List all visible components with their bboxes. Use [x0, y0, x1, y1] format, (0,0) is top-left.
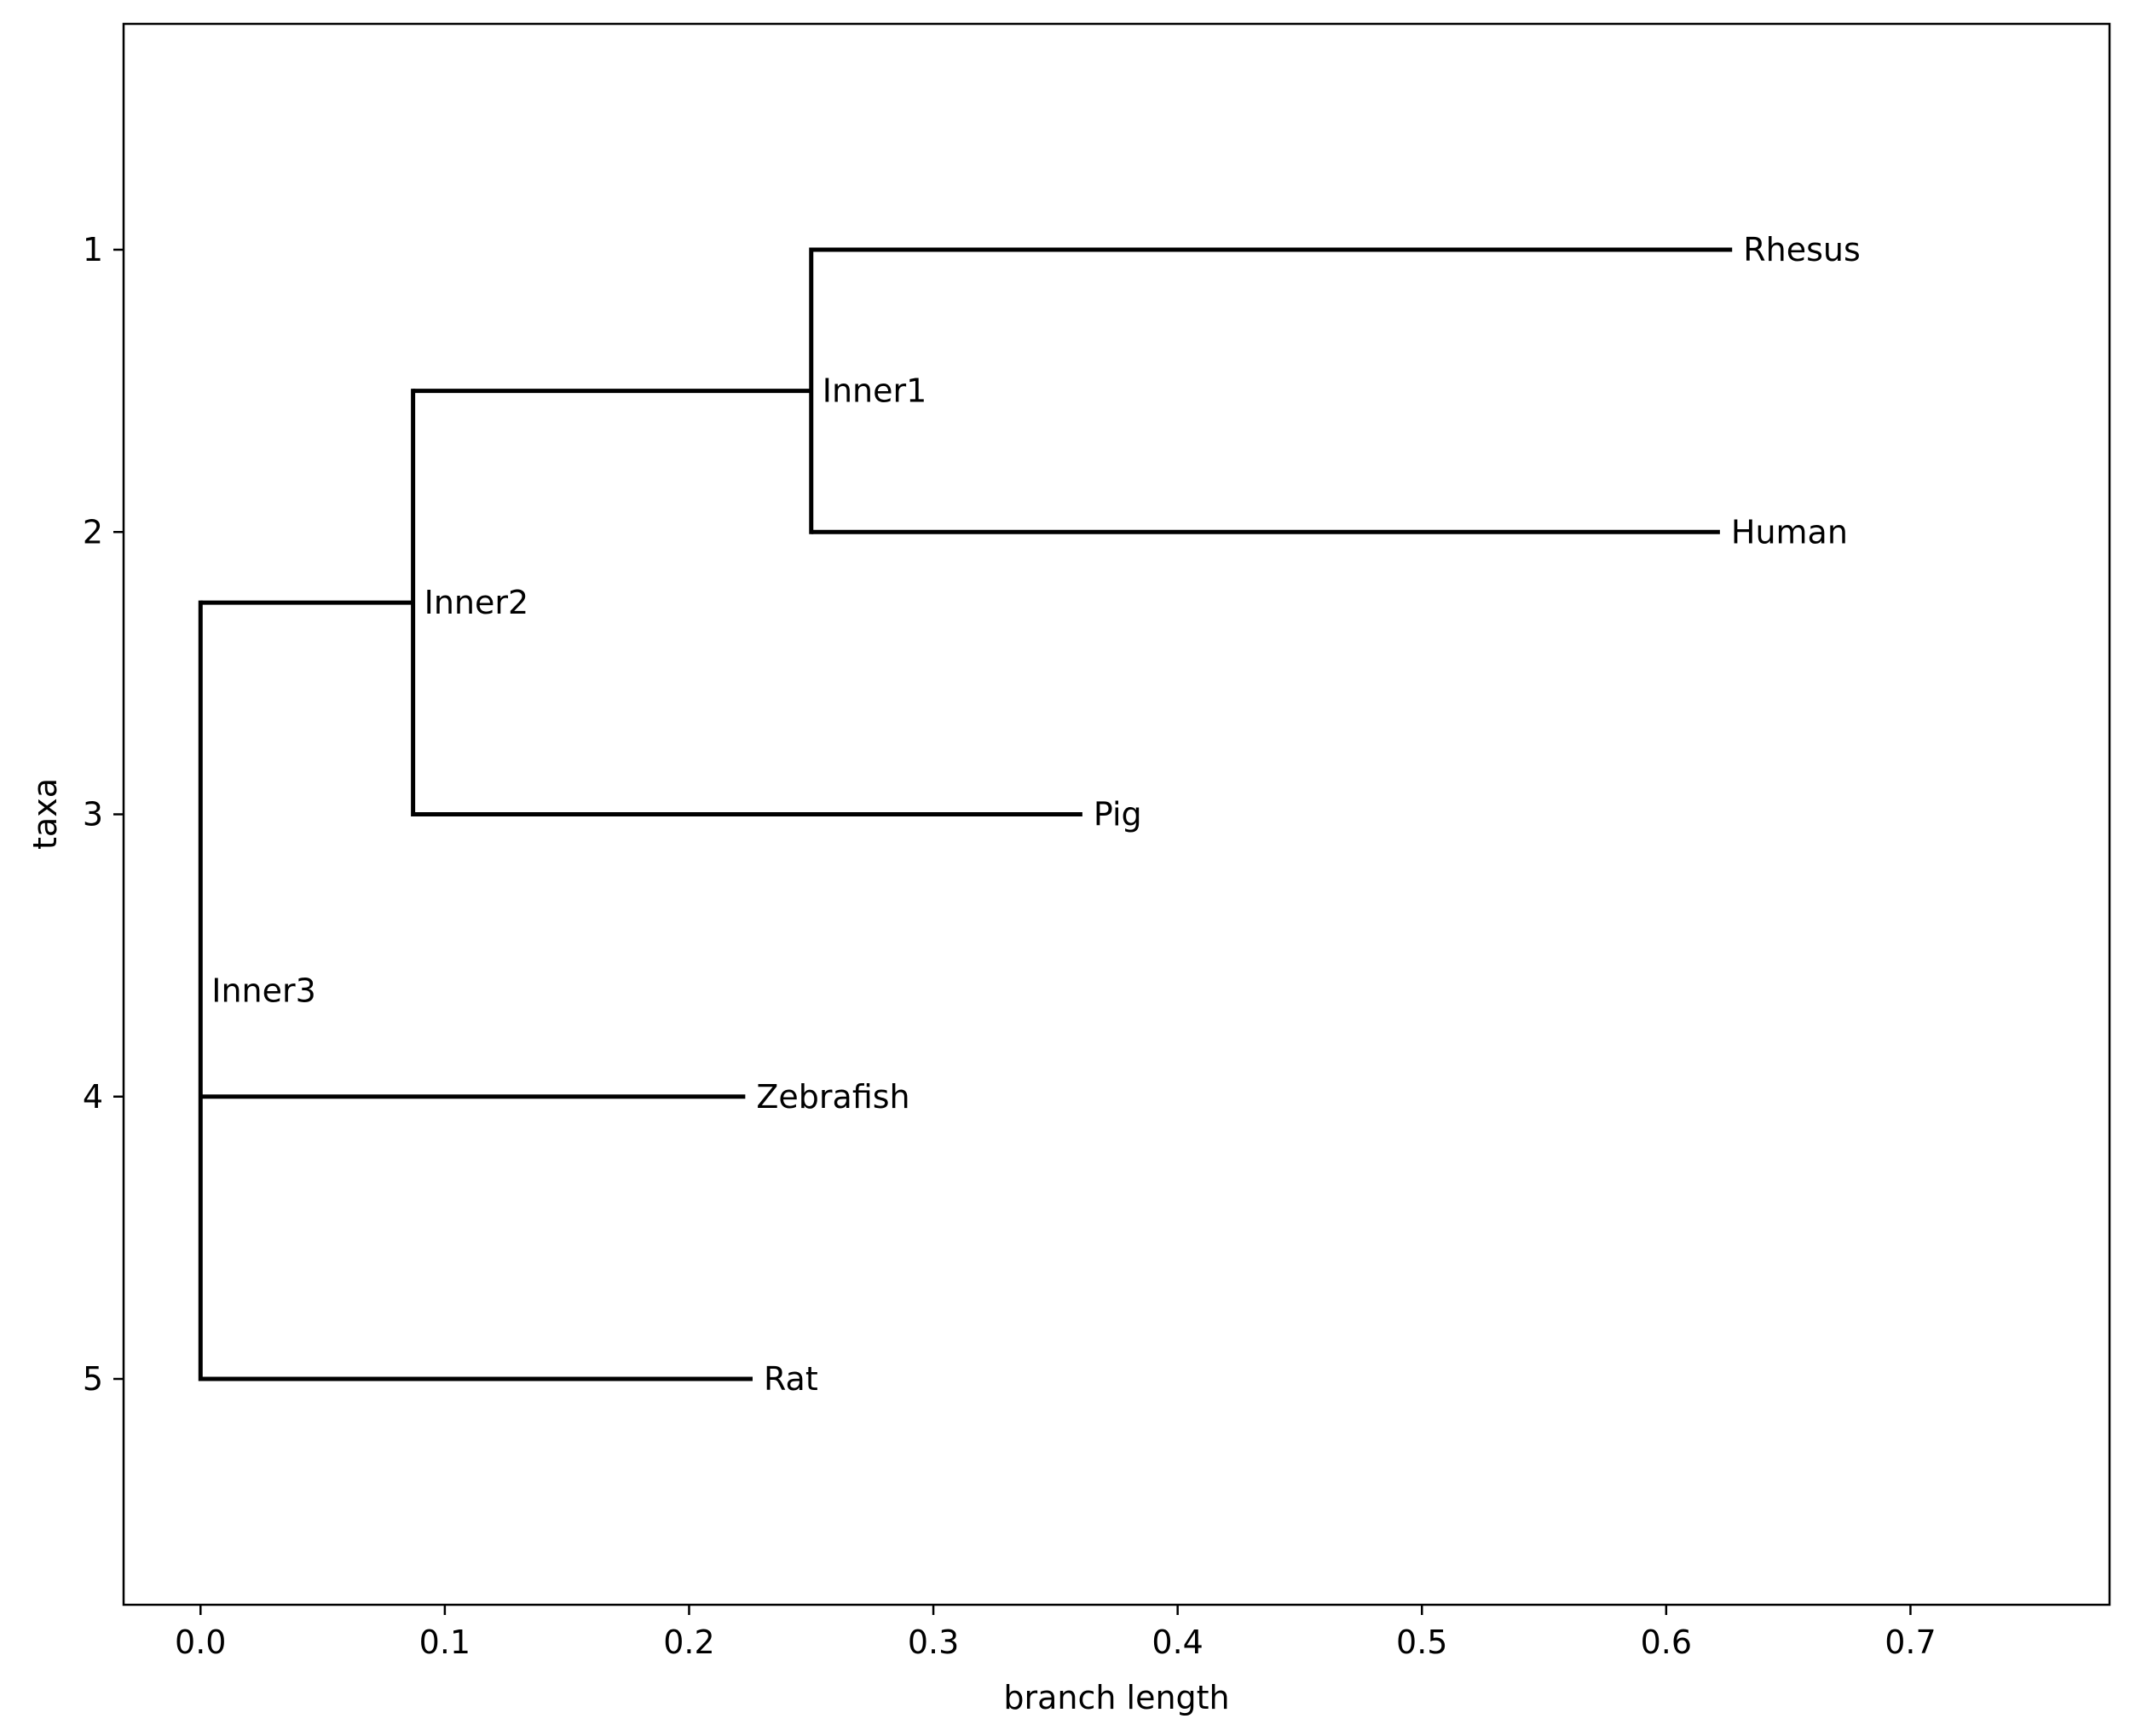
node-label-rhesus: Rhesus — [1743, 231, 1861, 268]
x-tick-label: 0.3 — [908, 1624, 959, 1661]
y-tick-label: 5 — [83, 1360, 103, 1398]
x-tick-label: 0.4 — [1152, 1624, 1203, 1661]
y-tick-label: 3 — [83, 796, 103, 833]
y-axis-label: taxa — [26, 778, 64, 850]
x-tick-label: 0.2 — [663, 1624, 714, 1661]
x-axis-label: branch length — [1003, 1679, 1229, 1716]
node-label-zebrafish: Zebrafish — [756, 1078, 909, 1116]
x-axis-ticks: 0.0 0.1 0.2 0.3 0.4 0.5 0.6 0.7 — [175, 1605, 1937, 1661]
branches — [198, 247, 1733, 1381]
node-labels: Inner3 Inner2 Inner1 Rhesus Human Pig Zebrafis… — [211, 231, 1860, 1398]
node-label-inner1: Inner1 — [823, 372, 927, 410]
node-label-human: Human — [1731, 513, 1848, 551]
y-axis-ticks: 1 2 3 4 5 — [83, 231, 124, 1398]
y-tick-label: 1 — [83, 231, 103, 268]
node-label-pig: Pig — [1094, 796, 1142, 833]
y-tick-label: 2 — [83, 513, 103, 551]
x-tick-label: 0.1 — [419, 1624, 470, 1661]
node-label-rat: Rat — [764, 1360, 818, 1398]
y-tick-label: 4 — [83, 1078, 103, 1116]
node-label-inner2: Inner2 — [424, 584, 529, 621]
x-tick-label: 0.6 — [1641, 1624, 1692, 1661]
x-tick-label: 0.5 — [1396, 1624, 1447, 1661]
node-label-inner3: Inner3 — [211, 972, 316, 1010]
x-tick-label: 0.0 — [175, 1624, 226, 1661]
x-tick-label: 0.7 — [1885, 1624, 1936, 1661]
